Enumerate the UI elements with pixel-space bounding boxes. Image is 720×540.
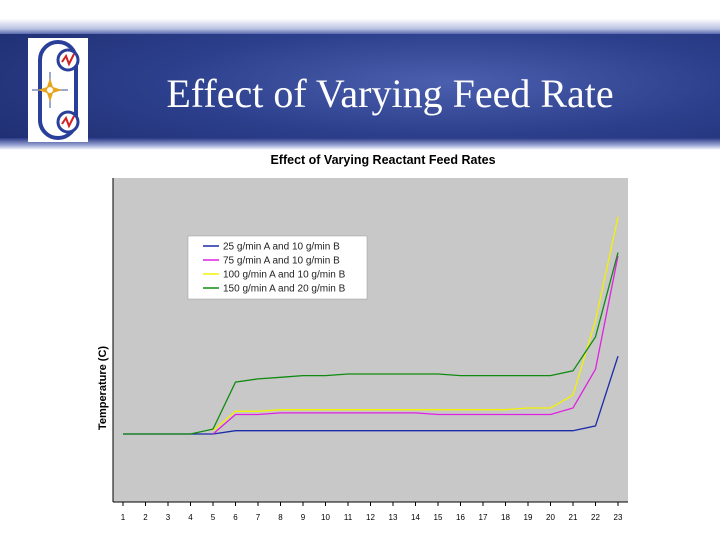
series-line-3 [212, 216, 619, 432]
legend-label-1: 25 g/min A and 10 g/min B [223, 242, 340, 253]
line-chart: Effect of Varying Reactant Feed Rates Te… [97, 153, 628, 522]
x-tick-label: 12 [366, 513, 375, 522]
chart-title: Effect of Varying Reactant Feed Rates [270, 153, 495, 167]
legend-label-3: 100 g/min A and 10 g/min B [223, 270, 346, 281]
x-tick-label: 21 [569, 513, 578, 522]
series-line-2 [212, 255, 619, 435]
x-tick-label: 9 [301, 513, 306, 522]
y-axis-label: Temperature (C) [97, 346, 109, 430]
series-line-1 [123, 356, 619, 435]
x-tick-label: 5 [211, 513, 216, 522]
x-tick-label: 6 [233, 513, 238, 522]
series-line-4 [123, 252, 619, 435]
x-tick-label: 10 [321, 513, 330, 522]
x-tick-label: 16 [456, 513, 465, 522]
series-lines [123, 216, 619, 435]
header-top-band [0, 0, 720, 34]
x-axis-ticks: 1 2 3 4 5 6 7 8 9 10 11 12 13 14 15 16 17 18 19 20 21 22 23 [121, 502, 623, 522]
x-tick-label: 18 [501, 513, 510, 522]
slide-title: Effect of Varying Feed Rate [166, 71, 614, 116]
x-tick-label: 4 [188, 513, 193, 522]
plot-area [113, 178, 628, 502]
x-tick-label: 23 [614, 513, 623, 522]
x-tick-label: 17 [479, 513, 488, 522]
x-tick-label: 19 [524, 513, 533, 522]
x-tick-label: 20 [546, 513, 555, 522]
x-tick-label: 8 [278, 513, 283, 522]
x-tick-label: 22 [591, 513, 600, 522]
x-tick-label: 7 [256, 513, 261, 522]
x-tick-label: 2 [143, 513, 148, 522]
x-tick-label: 14 [411, 513, 420, 522]
x-tick-label: 11 [344, 513, 353, 522]
slide-header: Effect of Varying Feed Rate [0, 0, 720, 150]
x-tick-label: 3 [166, 513, 171, 522]
header-bottom-band [0, 138, 720, 150]
chart-legend: 25 g/min A and 10 g/min B 75 g/min A and … [187, 235, 368, 300]
legend-label-2: 75 g/min A and 10 g/min B [223, 256, 340, 267]
legend-label-4: 150 g/min A and 20 g/min B [223, 284, 346, 295]
x-tick-label: 1 [121, 513, 126, 522]
company-logo-icon [28, 38, 88, 142]
x-tick-label: 15 [434, 513, 443, 522]
x-tick-label: 13 [389, 513, 398, 522]
